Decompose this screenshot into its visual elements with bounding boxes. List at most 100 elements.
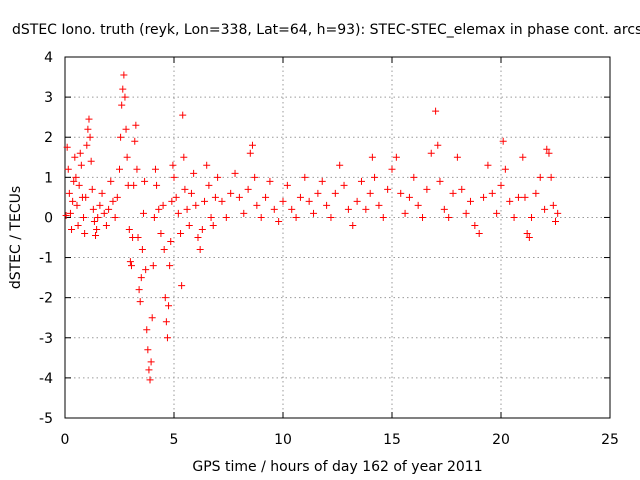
data-point	[148, 314, 156, 322]
data-point	[296, 193, 304, 201]
data-point	[366, 189, 374, 197]
data-point	[151, 165, 159, 173]
data-point	[458, 185, 466, 193]
data-point	[126, 258, 134, 266]
data-point	[131, 137, 139, 145]
data-point	[137, 274, 145, 282]
data-point	[331, 189, 339, 197]
data-point	[192, 201, 200, 209]
data-point	[120, 71, 128, 79]
data-point	[155, 205, 163, 213]
data-point	[132, 121, 140, 129]
data-point	[327, 213, 335, 221]
data-point	[81, 229, 89, 237]
data-point	[231, 169, 239, 177]
data-point	[305, 197, 313, 205]
data-point	[340, 181, 348, 189]
y-tick-label: 1	[44, 170, 53, 186]
data-point	[166, 262, 174, 270]
data-point	[371, 173, 379, 181]
data-point	[392, 153, 400, 161]
data-point	[162, 318, 170, 326]
plot-frame	[64, 56, 611, 419]
data-point	[88, 185, 96, 193]
data-point	[116, 165, 123, 173]
x-tick-label: 15	[383, 432, 401, 448]
data-point	[153, 181, 161, 189]
data-point	[552, 217, 559, 225]
data-point	[362, 205, 370, 213]
y-tick-label: 4	[44, 50, 53, 66]
data-point	[183, 205, 191, 213]
data-point	[179, 111, 187, 119]
data-point	[181, 185, 189, 193]
data-point	[519, 153, 527, 161]
data-point	[283, 181, 291, 189]
data-point	[127, 262, 135, 270]
data-point	[82, 193, 90, 201]
data-point	[93, 225, 101, 233]
data-point	[122, 125, 130, 133]
data-point	[62, 211, 70, 219]
data-point	[69, 197, 77, 205]
x-tick-label: 25	[601, 432, 619, 448]
data-point	[414, 201, 422, 209]
data-point	[248, 141, 256, 149]
data-point	[121, 93, 129, 101]
x-tick-labels: 0 5 10 15 20 25	[61, 432, 619, 448]
data-point	[279, 197, 287, 205]
data-point	[73, 201, 81, 209]
data-point	[488, 189, 496, 197]
data-point	[262, 193, 270, 201]
data-point	[532, 189, 540, 197]
x-tick-label: 5	[170, 432, 179, 448]
data-point	[541, 205, 549, 213]
data-point	[288, 205, 296, 213]
y-tick-labels: -5 -4 -3 -2 -1 0 1 2 3 4	[39, 50, 53, 427]
data-point	[549, 201, 557, 209]
data-point	[163, 334, 171, 342]
data-point	[301, 173, 309, 181]
data-point	[177, 229, 185, 237]
data-point	[138, 246, 146, 254]
data-point	[471, 221, 479, 229]
data-point	[499, 137, 507, 145]
data-point	[368, 153, 376, 161]
data-point	[427, 149, 435, 157]
data-point	[142, 266, 150, 274]
y-tick-label: -4	[39, 371, 53, 387]
data-point	[118, 101, 126, 109]
data-point	[240, 209, 248, 217]
data-point	[523, 229, 531, 237]
data-point	[68, 225, 76, 233]
data-point	[144, 346, 152, 354]
data-point	[543, 145, 551, 153]
data-point	[196, 246, 204, 254]
data-point	[145, 366, 153, 374]
data-point	[554, 209, 562, 217]
data-point	[353, 197, 361, 205]
data-point	[109, 197, 117, 205]
data-point	[167, 238, 175, 246]
data-point	[83, 141, 91, 149]
data-point	[65, 189, 73, 197]
data-point	[198, 225, 206, 233]
data-point	[275, 217, 283, 225]
data-point	[201, 197, 209, 205]
data-point	[86, 133, 94, 141]
data-point	[146, 376, 154, 384]
data-point	[384, 185, 392, 193]
data-point	[161, 294, 169, 302]
data-point	[525, 234, 533, 241]
data-point	[107, 177, 115, 185]
data-point	[149, 262, 157, 270]
data-point	[514, 193, 522, 201]
data-point	[440, 205, 448, 213]
y-tick-label: -5	[39, 411, 53, 427]
x-tick-label: 0	[61, 432, 70, 448]
data-point	[445, 213, 453, 221]
data-point	[174, 209, 182, 217]
data-point	[90, 217, 98, 225]
x-tick-label: 20	[492, 432, 510, 448]
data-point	[125, 225, 133, 233]
